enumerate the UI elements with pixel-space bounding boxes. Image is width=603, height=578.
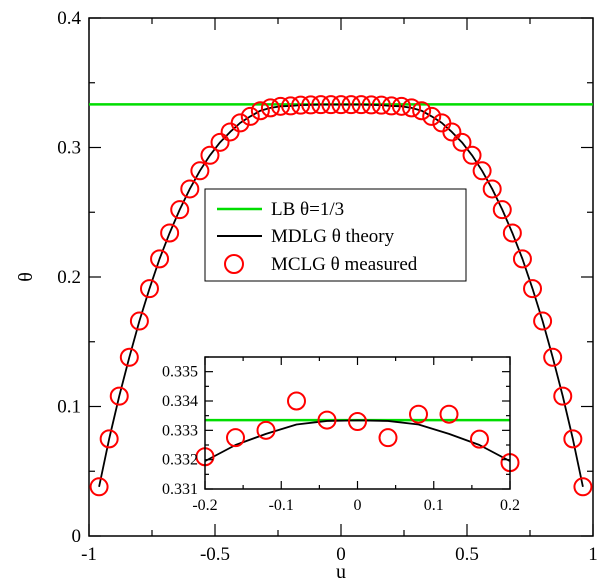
main-marker-point bbox=[462, 145, 482, 165]
main-marker-point bbox=[422, 106, 442, 126]
legend-swatch-mclg bbox=[224, 254, 244, 274]
inset-x-tick-label: 0 bbox=[354, 497, 362, 514]
main-x-tick-label: -1 bbox=[81, 544, 97, 565]
main-marker-point bbox=[361, 95, 381, 115]
main-marker-point bbox=[563, 429, 583, 449]
main-marker-point bbox=[402, 98, 422, 118]
main-x-tick-label: -0.5 bbox=[200, 544, 230, 565]
inset-y-tick-label: 0.331 bbox=[162, 481, 198, 498]
main-marker-point bbox=[371, 95, 391, 115]
inset-marker-point bbox=[348, 412, 367, 432]
legend-label-mdlg: MDLG θ theory bbox=[271, 226, 395, 247]
main-y-tick-label: 0.2 bbox=[57, 267, 81, 288]
main-marker-point bbox=[351, 95, 371, 115]
inset-series-layer bbox=[195, 391, 520, 473]
main-marker-point bbox=[99, 429, 119, 449]
main-marker-point bbox=[391, 96, 411, 116]
main-plot: -1 -0.5 0 0.5 1 0 0.1 0.2 0.3 0.4 u θ bbox=[15, 8, 598, 578]
inset-y-tick-label: 0.333 bbox=[162, 422, 198, 439]
inset-marker-point bbox=[256, 420, 276, 440]
inset-x-tick-label: -0.2 bbox=[192, 497, 217, 514]
main-x-tick-label: 1 bbox=[588, 544, 598, 565]
inset-x-tick-label: 0.1 bbox=[424, 497, 444, 514]
main-marker-point bbox=[442, 122, 462, 142]
main-marker-point bbox=[321, 95, 341, 115]
inset-marker-point bbox=[470, 429, 489, 449]
inset-series-line-1 bbox=[204, 419, 511, 462]
inset-plot: -0.2 -0.1 0 0.1 0.2 0.331 0.332 0.333 0.334 0.335 bbox=[162, 356, 520, 514]
main-marker-point bbox=[492, 200, 512, 220]
main-marker-point bbox=[129, 311, 149, 331]
main-marker-point bbox=[139, 279, 159, 299]
main-marker-point bbox=[109, 386, 129, 406]
main-marker-point bbox=[291, 95, 311, 115]
main-marker-point bbox=[311, 95, 331, 115]
main-y-tick-label: 0.3 bbox=[57, 138, 81, 159]
main-marker-point bbox=[210, 132, 230, 152]
main-y-tick-label: 0.4 bbox=[57, 8, 81, 29]
main-marker-point bbox=[119, 347, 139, 367]
main-marker-point bbox=[543, 347, 563, 367]
inset-marker-point bbox=[378, 428, 398, 448]
inset-y-tick-label: 0.332 bbox=[162, 452, 198, 469]
main-marker-point bbox=[230, 113, 250, 133]
main-marker-point bbox=[89, 477, 109, 497]
main-marker-point bbox=[412, 101, 432, 121]
main-marker-point bbox=[331, 95, 351, 115]
inset-marker-point bbox=[317, 410, 337, 430]
main-marker-point bbox=[301, 95, 321, 115]
inset-plot-background bbox=[205, 357, 510, 489]
inset-y-tick-label: 0.334 bbox=[162, 393, 198, 410]
inset-marker-point bbox=[439, 404, 459, 424]
inset-x-tick-label: -0.1 bbox=[269, 497, 294, 514]
main-y-tick-label: 0.1 bbox=[57, 397, 81, 418]
main-marker-point bbox=[260, 98, 280, 118]
main-marker-point bbox=[160, 223, 180, 243]
inset-axes-layer: -0.2 -0.1 0 0.1 0.2 0.331 0.332 0.333 0.334 0.335 bbox=[162, 356, 520, 514]
main-marker-point bbox=[240, 106, 260, 126]
main-axes-layer: -1 -0.5 0 0.5 1 0 0.1 0.2 0.3 0.4 bbox=[57, 8, 598, 565]
main-marker-point bbox=[472, 161, 492, 181]
main-series-layer bbox=[89, 95, 593, 497]
main-y-tick-label: 0 bbox=[72, 526, 82, 547]
main-marker-point bbox=[553, 386, 573, 406]
inset-marker-point bbox=[409, 404, 428, 424]
main-series-line-1 bbox=[98, 103, 584, 487]
x-axis-label: u bbox=[336, 561, 346, 578]
legend-label-lb: LB θ=1/3 bbox=[271, 199, 344, 220]
main-x-tick-label: 0 bbox=[336, 544, 346, 565]
main-marker-point bbox=[523, 279, 543, 299]
legend: LB θ=1/3 MDLG θ theory MCLG θ measured bbox=[204, 188, 467, 282]
legend-label-mclg: MCLG θ measured bbox=[271, 254, 418, 275]
inset-x-tick-label: 0.2 bbox=[500, 497, 520, 514]
main-marker-point bbox=[170, 200, 190, 220]
main-marker-point bbox=[533, 311, 553, 331]
inset-marker-point bbox=[226, 428, 245, 448]
main-marker-point bbox=[180, 179, 200, 199]
main-marker-point bbox=[250, 101, 270, 121]
main-marker-point bbox=[200, 145, 220, 165]
y-axis-label: θ bbox=[15, 272, 37, 282]
main-marker-point bbox=[281, 96, 301, 116]
main-marker-point bbox=[341, 95, 361, 115]
main-marker-point bbox=[452, 132, 472, 152]
inset-y-tick-label: 0.335 bbox=[162, 364, 198, 381]
main-marker-point bbox=[150, 249, 170, 269]
main-marker-point bbox=[573, 477, 593, 497]
main-marker-point bbox=[271, 96, 291, 116]
main-marker-point bbox=[381, 96, 401, 116]
main-marker-point bbox=[190, 161, 210, 181]
inset-marker-point bbox=[287, 391, 306, 411]
main-marker-point bbox=[512, 249, 532, 269]
main-marker-point bbox=[502, 223, 522, 243]
main-x-tick-label: 0.5 bbox=[455, 544, 479, 565]
main-marker-point bbox=[482, 179, 502, 199]
